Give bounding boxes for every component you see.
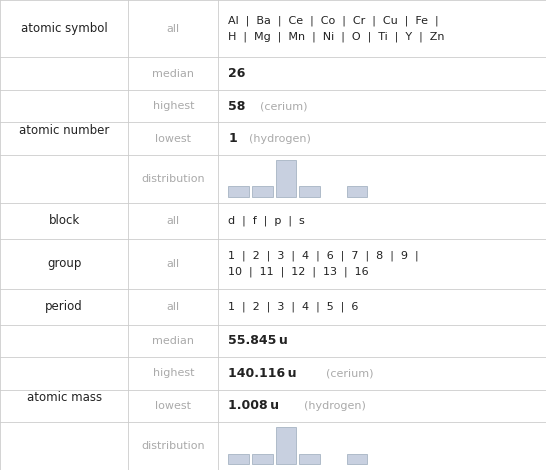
Text: group: group bbox=[47, 257, 81, 270]
Text: distribution: distribution bbox=[141, 174, 205, 184]
Bar bbox=[347, 187, 367, 197]
Bar bbox=[276, 160, 296, 197]
Bar bbox=[299, 187, 320, 197]
Bar bbox=[228, 187, 249, 197]
Text: all: all bbox=[167, 216, 180, 226]
Text: all: all bbox=[167, 258, 180, 269]
Text: 55.845 u: 55.845 u bbox=[228, 335, 288, 347]
Text: highest: highest bbox=[152, 368, 194, 378]
Text: lowest: lowest bbox=[156, 401, 191, 411]
Text: 26: 26 bbox=[228, 67, 246, 80]
Text: (cerium): (cerium) bbox=[253, 101, 308, 111]
Text: highest: highest bbox=[152, 101, 194, 111]
Text: (hydrogen): (hydrogen) bbox=[242, 133, 311, 144]
Text: lowest: lowest bbox=[156, 133, 191, 144]
Text: (cerium): (cerium) bbox=[319, 368, 374, 378]
Text: median: median bbox=[152, 336, 194, 346]
Text: distribution: distribution bbox=[141, 441, 205, 451]
Bar bbox=[252, 454, 272, 464]
Text: 58: 58 bbox=[228, 100, 246, 113]
Text: all: all bbox=[167, 302, 180, 312]
Text: 1: 1 bbox=[228, 132, 237, 145]
Text: atomic mass: atomic mass bbox=[27, 391, 102, 404]
Text: median: median bbox=[152, 69, 194, 78]
Text: period: period bbox=[45, 300, 83, 313]
Text: 1  |  2  |  3  |  4  |  5  |  6: 1 | 2 | 3 | 4 | 5 | 6 bbox=[228, 301, 359, 312]
Text: atomic symbol: atomic symbol bbox=[21, 22, 108, 35]
Text: 1  |  2  |  3  |  4  |  6  |  7  |  8  |  9  |
10  |  11  |  12  |  13  |  16: 1 | 2 | 3 | 4 | 6 | 7 | 8 | 9 | 10 | 11 … bbox=[228, 251, 419, 276]
Bar bbox=[252, 187, 272, 197]
Bar bbox=[276, 427, 296, 464]
Text: (hydrogen): (hydrogen) bbox=[297, 401, 366, 411]
Text: block: block bbox=[49, 214, 80, 227]
Text: all: all bbox=[167, 24, 180, 34]
Text: 140.116 u: 140.116 u bbox=[228, 367, 296, 380]
Text: atomic number: atomic number bbox=[19, 124, 109, 137]
Bar bbox=[347, 454, 367, 464]
Text: 1.008 u: 1.008 u bbox=[228, 400, 279, 413]
Text: d  |  f  |  p  |  s: d | f | p | s bbox=[228, 215, 305, 226]
Bar bbox=[299, 454, 320, 464]
Bar bbox=[228, 454, 249, 464]
Text: Al  |  Ba  |  Ce  |  Co  |  Cr  |  Cu  |  Fe  |
H  |  Mg  |  Mn  |  Ni  |  O  | : Al | Ba | Ce | Co | Cr | Cu | Fe | H | M… bbox=[228, 16, 445, 41]
